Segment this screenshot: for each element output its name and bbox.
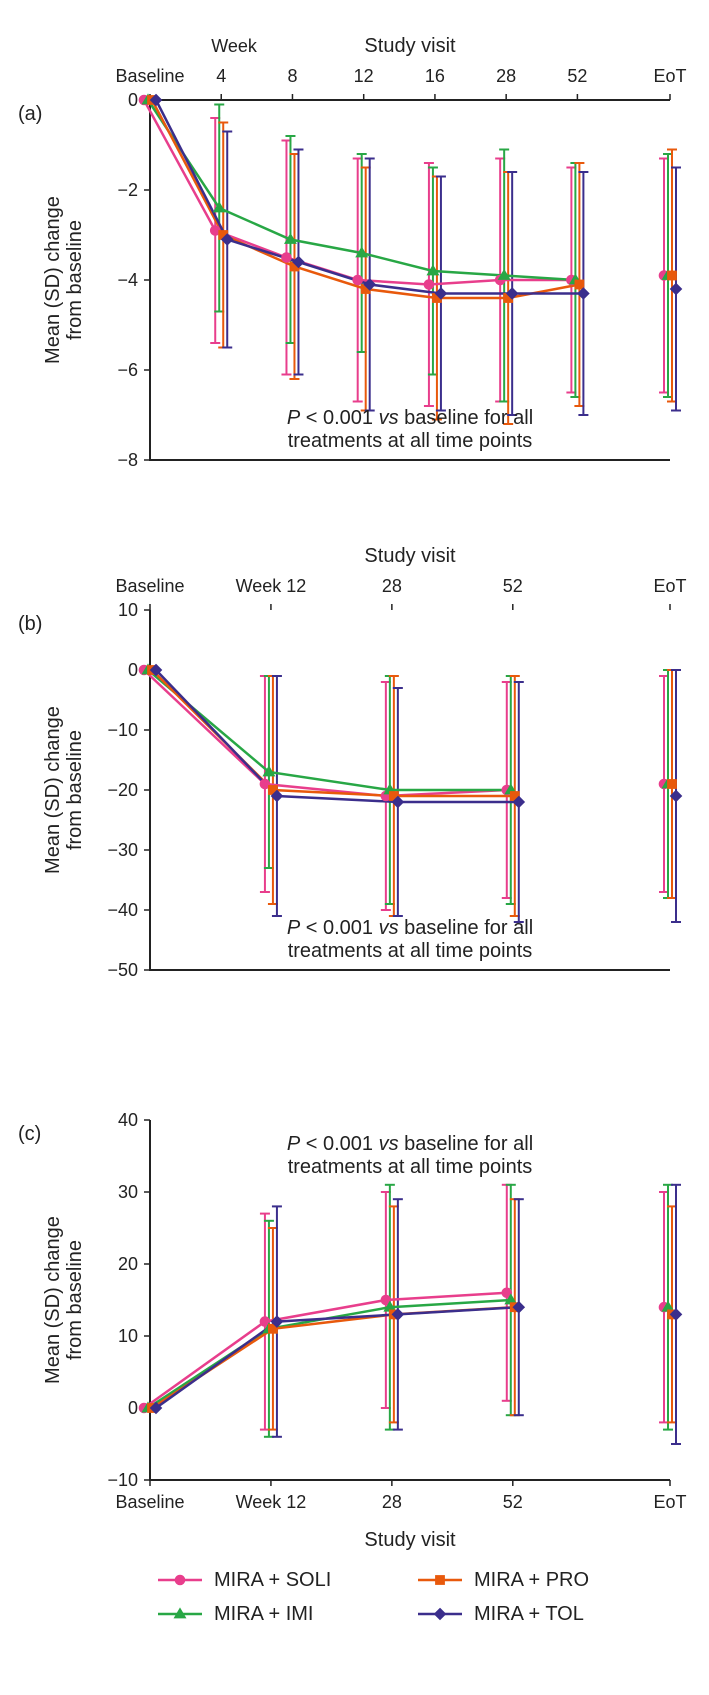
y-axis-label: Mean (SD) changefrom baseline	[42, 1216, 86, 1384]
y-tick-label: −6	[117, 360, 138, 380]
x-tick-label: EoT	[653, 1492, 686, 1512]
multi-panel-line-chart: { "dimensions": { "width": 709, "height"…	[10, 10, 699, 1640]
x-tick-label: 28	[382, 1492, 402, 1512]
x-tick-label: 28	[496, 66, 516, 86]
series-line-imi	[148, 1300, 511, 1408]
y-tick-label: 0	[128, 1398, 138, 1418]
x-tick-label: 52	[503, 576, 523, 596]
legend-label: MIRA + SOLI	[214, 1569, 331, 1591]
y-axis-label: Mean (SD) changefrom baseline	[42, 706, 86, 874]
x-tick-label: 52	[503, 1492, 523, 1512]
panel-label: (c)	[18, 1123, 41, 1145]
pvalue-text: P < 0.001 vs baseline for alltreatments …	[287, 917, 533, 962]
panel-b: (b) Study visit Baseline Week 12 28 52 EoT −50 −…	[18, 545, 687, 980]
series-line-imi	[148, 670, 511, 790]
series-line-pro	[152, 670, 515, 796]
chart-svg: (a) Study visit Week Baseline 4 8 12 16 28 52 EoT −…	[10, 10, 699, 1640]
pvalue-text: P < 0.001 vs baseline for alltreatments …	[287, 407, 533, 452]
x-tick-label: Week 12	[236, 1492, 307, 1512]
x-tick-label: Baseline	[115, 1492, 184, 1512]
panel-a: (a) Study visit Week Baseline 4 8 12 16 28 52 EoT −…	[18, 35, 687, 470]
series-line-soli	[144, 670, 507, 796]
y-tick-label: −40	[107, 900, 138, 920]
y-tick-label: −8	[117, 450, 138, 470]
y-tick-label: −10	[107, 720, 138, 740]
y-tick-label: −30	[107, 840, 138, 860]
panel-c: (c) Baseline Week 12 28 52 EoT −10 0 10 20 30 40 Mea…	[18, 1110, 687, 1551]
y-tick-label: −2	[117, 180, 138, 200]
week-label: Week	[211, 36, 258, 56]
x-tick-label: 28	[382, 576, 402, 596]
y-tick-label: 10	[118, 1326, 138, 1346]
panel-label: (a)	[18, 103, 42, 125]
legend-label: MIRA + TOL	[474, 1603, 584, 1625]
x-tick-label: 4	[216, 66, 226, 86]
y-tick-label: 20	[118, 1254, 138, 1274]
x-tick-label: Baseline	[115, 576, 184, 596]
x-title-bottom: Study visit	[364, 1529, 456, 1551]
y-tick-label: 40	[118, 1110, 138, 1130]
x-title-top: Study visit	[364, 545, 456, 567]
x-tick-label: Baseline	[115, 66, 184, 86]
y-tick-label: −10	[107, 1470, 138, 1490]
y-tick-label: −20	[107, 780, 138, 800]
pvalue-text: P < 0.001 vs baseline for alltreatments …	[287, 1133, 533, 1178]
y-tick-label: −4	[117, 270, 138, 290]
series-line-pro	[152, 1307, 515, 1408]
y-axis-label: Mean (SD) changefrom baseline	[42, 196, 86, 364]
legend-label: MIRA + IMI	[214, 1603, 313, 1625]
x-title-top: Study visit	[364, 35, 456, 57]
x-tick-label: EoT	[653, 66, 686, 86]
x-tick-label: EoT	[653, 576, 686, 596]
panel-label: (b)	[18, 613, 42, 635]
y-tick-label: 10	[118, 600, 138, 620]
x-tick-label: 12	[354, 66, 374, 86]
x-tick-label: Week 12	[236, 576, 307, 596]
x-tick-label: 52	[567, 66, 587, 86]
y-tick-label: 30	[118, 1182, 138, 1202]
y-tick-label: −50	[107, 960, 138, 980]
x-tick-label: 8	[287, 66, 297, 86]
y-tick-label: 0	[128, 660, 138, 680]
x-tick-label: 16	[425, 66, 445, 86]
legend: MIRA + SOLI MIRA + PRO MIRA + IMI MIRA + TO…	[158, 1569, 589, 1625]
legend-label: MIRA + PRO	[474, 1569, 589, 1591]
y-tick-label: 0	[128, 90, 138, 110]
